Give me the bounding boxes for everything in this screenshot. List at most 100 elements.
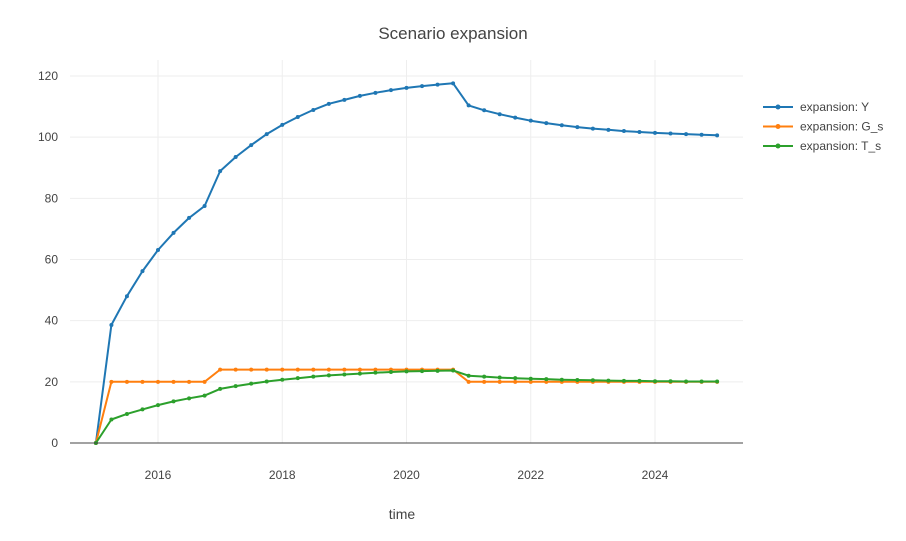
legend-item[interactable]: expansion: T_s [763, 139, 881, 153]
data-point [357, 367, 362, 372]
data-point [171, 379, 176, 384]
data-point [326, 101, 331, 106]
data-point [497, 379, 502, 384]
data-point [435, 82, 440, 87]
data-point [218, 367, 223, 372]
data-point [373, 367, 378, 372]
axes: 0 20 40 60 80 100 120 2016 2018 2020 2022 2024 [38, 69, 743, 482]
data-point [544, 121, 549, 126]
data-point [124, 379, 129, 384]
data-point [466, 373, 471, 378]
data-point [590, 378, 595, 383]
data-point [420, 369, 425, 374]
data-point [637, 378, 642, 383]
data-point [668, 131, 673, 136]
data-point [652, 379, 657, 384]
legend-marker [775, 124, 781, 129]
data-point [124, 411, 129, 416]
data-point [326, 367, 331, 372]
data-point [715, 379, 720, 384]
data-point [482, 108, 487, 113]
data-point [156, 379, 161, 384]
data-point [451, 81, 456, 86]
data-point [528, 376, 533, 381]
data-point [187, 215, 192, 220]
data-point [404, 85, 409, 90]
y-tick-label: 80 [45, 191, 59, 205]
data-point [497, 112, 502, 117]
data-point [109, 379, 114, 384]
y-tick-label: 60 [45, 253, 59, 267]
data-point [684, 132, 689, 137]
data-point [171, 230, 176, 235]
data-point [544, 379, 549, 384]
data-point [544, 377, 549, 382]
x-axis-label: time [389, 506, 416, 522]
data-point [637, 129, 642, 134]
grid [70, 60, 743, 443]
data-point [684, 379, 689, 384]
data-point [435, 368, 440, 373]
data-point [699, 132, 704, 137]
data-point [388, 88, 393, 93]
x-tick-label: 2020 [393, 468, 420, 482]
data-point [171, 399, 176, 404]
data-point [606, 378, 611, 383]
data-point [140, 407, 145, 412]
legend-item[interactable]: expansion: Y [763, 100, 869, 114]
y-tick-label: 40 [45, 314, 59, 328]
data-point [156, 403, 161, 408]
data-point [233, 155, 238, 160]
legend-marker [775, 104, 781, 110]
legend-label: expansion: T_s [800, 139, 881, 153]
data-point [404, 369, 409, 374]
data-point [497, 375, 502, 380]
data-point [373, 370, 378, 375]
data-point [668, 379, 673, 384]
data-point [482, 379, 487, 384]
legend-item[interactable]: expansion: G_s [763, 120, 883, 134]
data-point [326, 373, 331, 378]
data-point [187, 396, 192, 401]
data-point [109, 322, 114, 327]
data-point [373, 90, 378, 95]
data-point [295, 114, 300, 119]
data-point [559, 377, 564, 382]
data-point [575, 125, 580, 130]
data-point [218, 169, 223, 174]
data-point [202, 379, 207, 384]
data-point [357, 93, 362, 98]
data-point [109, 417, 114, 422]
y-tick-label: 0 [51, 436, 58, 450]
x-tick-label: 2016 [145, 468, 172, 482]
data-point [451, 368, 456, 373]
data-point [621, 378, 626, 383]
legend-marker [775, 143, 781, 149]
y-tick-label: 20 [45, 375, 59, 389]
data-point [699, 379, 704, 384]
data-point [249, 381, 254, 386]
data-point [466, 379, 471, 384]
data-point [590, 126, 595, 131]
data-point [295, 376, 300, 381]
data-point [140, 269, 145, 274]
y-tick-label: 100 [38, 130, 58, 144]
data-point [621, 129, 626, 134]
data-point [513, 115, 518, 120]
data-point [249, 143, 254, 148]
data-point [575, 377, 580, 382]
data-point [342, 367, 347, 372]
y-tick-label: 120 [38, 69, 58, 83]
data-point [420, 84, 425, 89]
legend[interactable]: expansion: Y expansion: G_s expansion: T_s [763, 100, 883, 153]
series-layer [93, 81, 720, 445]
data-point [124, 294, 129, 299]
x-tick-label: 2018 [269, 468, 296, 482]
data-point [466, 103, 471, 108]
data-point [528, 118, 533, 123]
data-point [280, 122, 285, 127]
data-point [280, 367, 285, 372]
data-point [559, 123, 564, 128]
x-tick-label: 2024 [642, 468, 669, 482]
